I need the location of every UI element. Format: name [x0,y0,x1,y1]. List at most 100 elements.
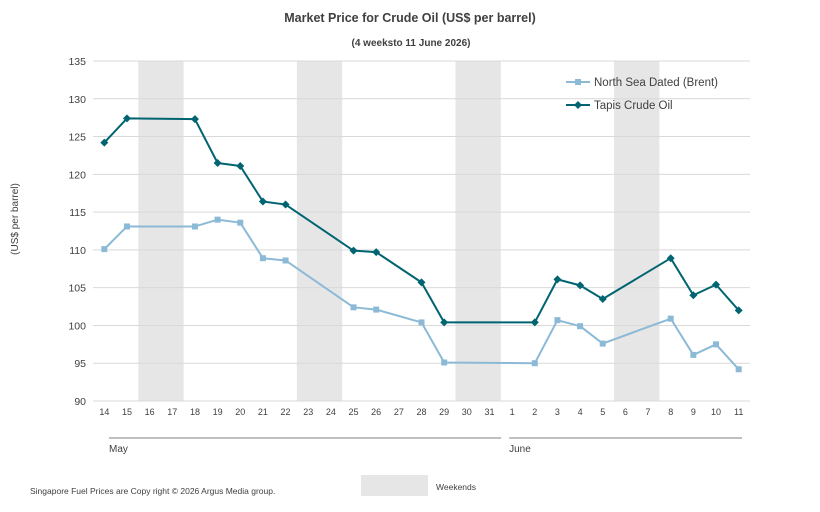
x-tick-label: 31 [484,407,494,417]
y-tick-label: 95 [74,358,86,370]
tapis-point-2 [530,318,539,327]
y-tick-label: 110 [69,245,86,257]
tapis-point-22 [281,200,290,209]
x-tick-label: 24 [326,407,336,417]
brent-point-15 [123,223,130,230]
weekend-band-0 [138,61,184,401]
x-tick-label: 23 [303,407,313,417]
tapis-point-4 [576,281,585,290]
x-tick-label: 16 [145,407,155,417]
legend-tapis-label: Tapis Crude Oil [594,100,673,112]
x-tick-label: 10 [711,407,721,417]
x-tick-label: 30 [462,407,472,417]
x-tick-label: 2 [532,407,537,417]
tapis-point-20 [236,162,245,171]
x-tick-label: 17 [167,407,177,417]
tapis-point-21 [258,197,267,206]
x-tick-label: 8 [668,407,673,417]
chart-title: Market Price for Crude Oil (US$ per barr… [284,11,535,25]
series-lines [100,114,743,373]
brent-point-21 [259,255,266,262]
brent-point-14 [101,246,108,253]
tapis-point-28 [417,278,426,287]
brent-point-5 [599,340,606,347]
x-tick-label: 28 [416,407,426,417]
brent-point-8 [667,315,674,322]
x-tick-label: 27 [394,407,404,417]
x-tick-label: 3 [555,407,560,417]
tapis-point-10 [712,280,721,289]
brent-point-28 [418,319,425,326]
x-tick-label: 1 [510,407,515,417]
x-tick-label: 9 [691,407,696,417]
legend-brent-marker [575,79,581,85]
chart-subtitle: (4 weeksto 11 June 2026) [352,38,471,49]
x-tick-label: 20 [235,407,245,417]
brent-point-10 [713,341,720,348]
brent-point-3 [554,317,561,324]
x-tick-label: 19 [213,407,223,417]
tapis-point-18 [190,115,199,124]
tapis-point-8 [666,254,675,263]
y-tick-label: 105 [68,283,86,295]
weekend-bands [138,61,660,401]
y-tick-label: 125 [68,132,86,144]
x-tick-label: 25 [349,407,359,417]
month-label-june: June [509,444,531,455]
y-tick-label: 115 [69,207,86,219]
month-label-may: May [109,444,128,455]
x-tick-label: 14 [99,407,109,417]
tapis-point-14 [100,138,109,147]
brent-point-4 [577,323,584,330]
x-tick-label: 21 [258,407,268,417]
legend: North Sea Dated (Brent) Tapis Crude Oil [566,77,718,112]
x-tick-label: 5 [600,407,605,417]
tapis-point-19 [213,159,222,167]
y-tick-label: 130 [68,94,86,106]
x-tick-label: 15 [122,407,132,417]
tapis-point-29 [440,318,449,327]
weekends-legend-swatch [361,475,428,496]
x-tick-label: 26 [371,407,381,417]
tapis-point-5 [598,295,607,303]
tapis-point-25 [349,246,358,255]
brent-point-18 [191,223,198,230]
brent-point-29 [441,359,448,366]
y-tick-label: 100 [68,320,86,332]
gridlines [93,60,750,402]
y-tick-label: 120 [68,169,86,181]
tapis-point-26 [372,248,381,257]
weekends-legend-label: Weekends [436,482,476,492]
brent-point-19 [214,216,221,223]
tapis-point-15 [122,114,131,123]
legend-tapis-marker [574,101,582,109]
x-tick-label: 7 [646,407,651,417]
tapis-point-9 [689,291,698,300]
brent-point-22 [282,257,289,264]
brent-point-26 [373,306,380,313]
x-tick-label: 11 [734,407,743,417]
x-tick-label: 22 [281,407,291,417]
brent-point-9 [690,351,697,358]
x-tick-label: 18 [190,407,200,417]
legend-brent-label: North Sea Dated (Brent) [594,77,718,89]
brent-point-25 [350,304,357,311]
x-tick-label: 29 [439,407,449,417]
tapis-point-3 [553,275,562,284]
footer-copyright: Singapore Fuel Prices are Copy right © 2… [30,486,275,496]
brent-point-11 [735,366,742,373]
weekends-legend: Weekends [361,475,476,496]
y-tick-label: 135 [68,56,86,68]
brent-point-20 [237,219,244,226]
y-tick-label: 90 [74,396,86,408]
tapis-point-11 [734,306,743,315]
weekend-band-3 [614,61,660,401]
x-tick-label: 4 [578,407,583,417]
weekend-band-2 [455,61,501,401]
x-tick-label: 6 [623,407,628,417]
y-axis-label: (US$ per barrel) [10,183,21,255]
weekend-band-1 [296,61,343,401]
brent-point-2 [531,360,538,367]
